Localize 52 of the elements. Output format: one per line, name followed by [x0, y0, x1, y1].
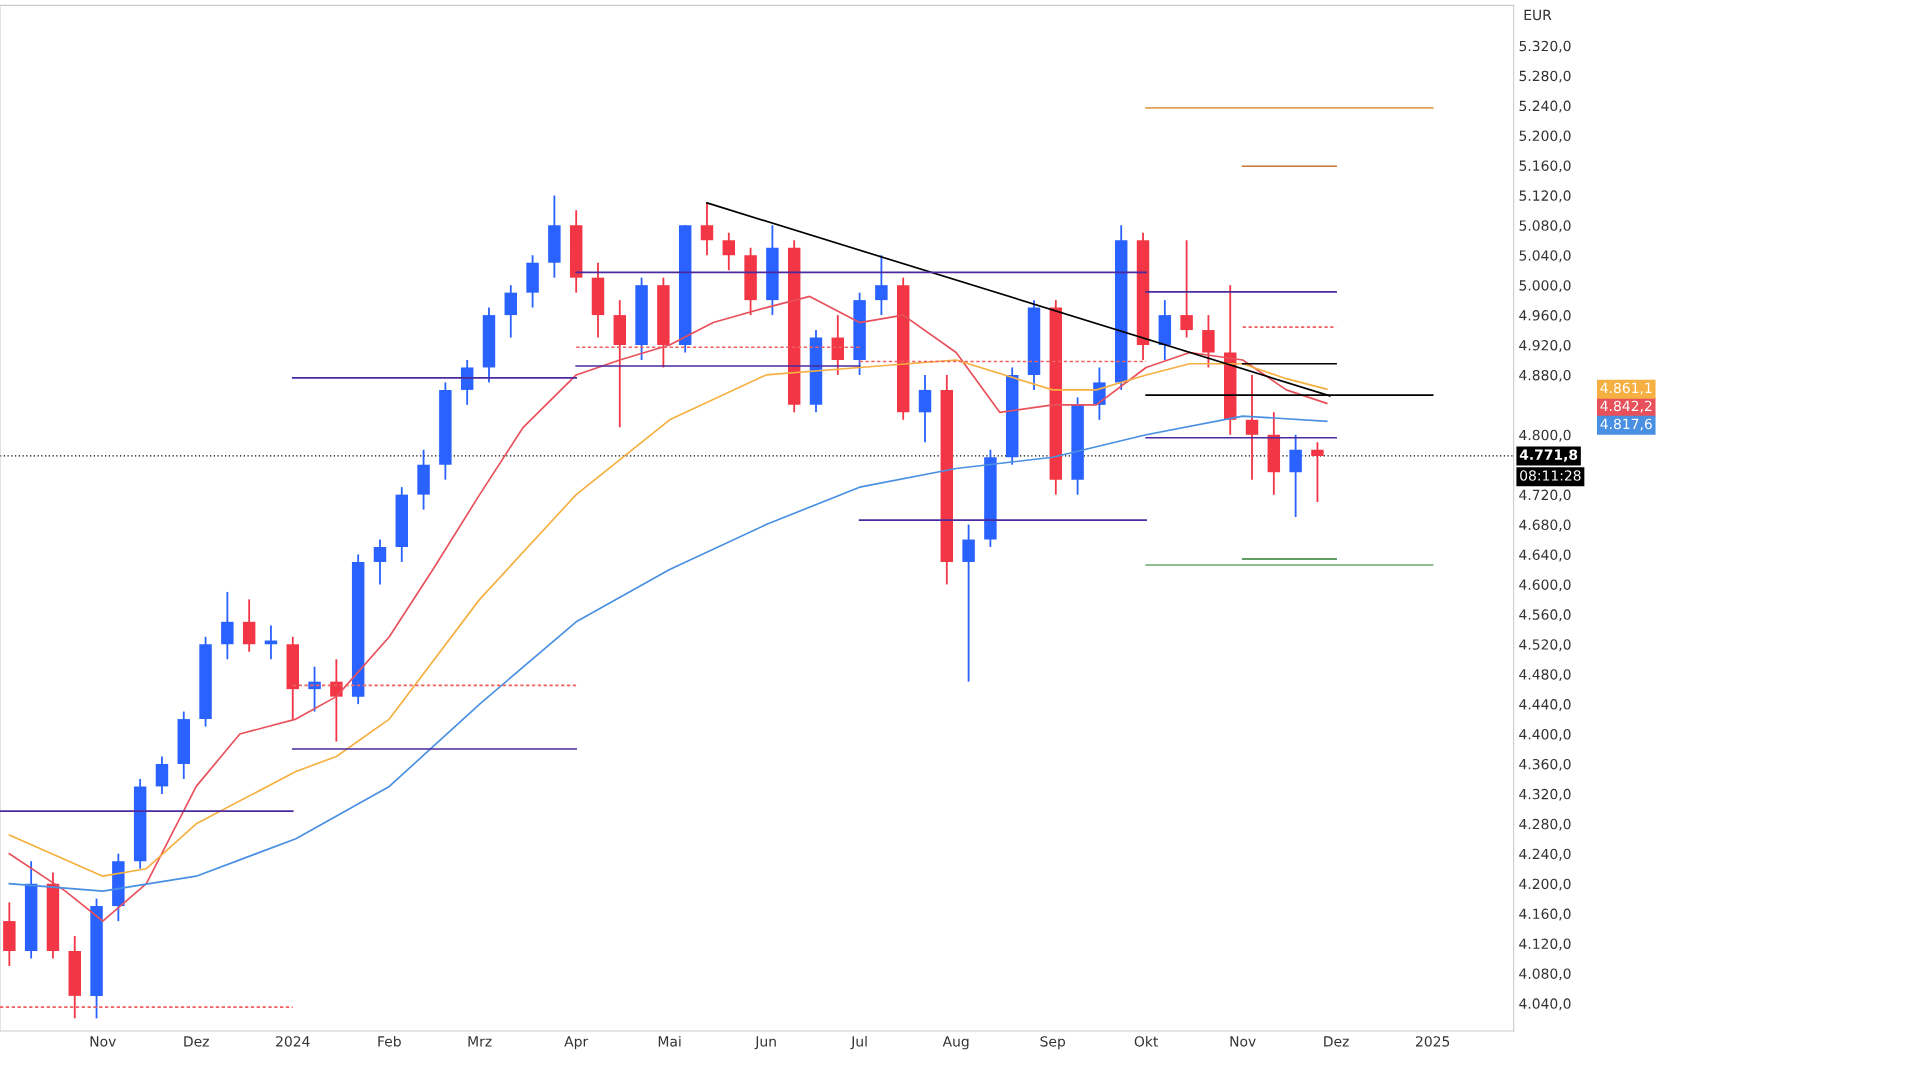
y-tick-label: 4.080,0 — [1519, 968, 1571, 981]
y-tick-label: 4.400,0 — [1519, 729, 1571, 741]
y-tick-label: 5.000,0 — [1519, 280, 1571, 293]
x-tick-label: 2024 — [276, 1036, 310, 1047]
y-tick-label: 5.080,0 — [1519, 220, 1571, 233]
y-tick-label: 4.200,0 — [1519, 878, 1571, 891]
x-tick-label: Mrz — [468, 1036, 492, 1047]
y-tick-label: 4.440,0 — [1519, 699, 1571, 711]
y-tick-label: 4.920,0 — [1519, 339, 1571, 352]
x-tick-label: Mai — [658, 1035, 681, 1047]
y-tick-label: 4.560,0 — [1519, 609, 1571, 622]
ref-line-label: 4.771,8 — [1519, 449, 1578, 462]
x-tick-label: Jun — [754, 1036, 776, 1050]
y-tick-label: 4.880,0 — [1519, 369, 1571, 382]
y-tick-label: 5.160,0 — [1519, 160, 1571, 173]
y-tick-label: 4.640,0 — [1519, 549, 1571, 562]
text: 4.817,6 — [1600, 418, 1652, 431]
y-tick-label: 4.960,0 — [1519, 310, 1571, 322]
x-tick-label: Nov — [90, 1036, 116, 1047]
x-tick-label: Apr — [564, 1036, 589, 1050]
x-tick-label: Dez — [1324, 1036, 1349, 1047]
y-tick-label: 5.280,0 — [1519, 70, 1571, 83]
y-tick-label: 4.680,0 — [1519, 519, 1571, 532]
y-tick-label: 5.120,0 — [1519, 190, 1571, 203]
y-tick-label: 5.320,0 — [1519, 40, 1571, 53]
text: EUR — [1524, 9, 1552, 21]
y-tick-label: 4.480,0 — [1519, 669, 1571, 682]
y-tick-label: 5.040,0 — [1519, 250, 1571, 263]
x-tick-label: Aug — [942, 1036, 969, 1050]
x-tick-label: Feb — [378, 1035, 401, 1047]
y-tick-label: 4.720,0 — [1519, 489, 1571, 502]
y-tick-label: 4.800,0 — [1519, 429, 1571, 442]
y-tick-label: 4.320,0 — [1519, 788, 1571, 801]
y-tick-label: 4.280,0 — [1519, 818, 1571, 831]
y-tick-label: 4.360,0 — [1519, 758, 1571, 771]
text: 4.842,2 — [1600, 400, 1652, 413]
x-tick-label: 2025 — [1416, 1036, 1450, 1047]
x-tick-label: Dez — [184, 1036, 209, 1047]
text: 08:11:28 — [1520, 470, 1581, 481]
x-tick-label: Okt — [1134, 1035, 1159, 1047]
y-tick-label: 4.040,0 — [1519, 998, 1571, 1011]
x-tick-label: Jul — [850, 1035, 867, 1050]
y-tick-label: 5.200,0 — [1519, 130, 1571, 143]
y-tick-label: 4.240,0 — [1519, 848, 1571, 861]
x-tick-label: Sep — [1040, 1036, 1066, 1050]
y-tick-label: 5.240,0 — [1519, 100, 1571, 113]
y-tick-label: 4.120,0 — [1519, 938, 1571, 951]
x-tick-label: Nov — [1230, 1036, 1256, 1047]
y-tick-label: 4.520,0 — [1519, 639, 1571, 652]
y-tick-label: 4.160,0 — [1519, 908, 1571, 921]
text: 4.861,1 — [1600, 382, 1652, 395]
y-tick-label: 4.600,0 — [1519, 579, 1571, 592]
